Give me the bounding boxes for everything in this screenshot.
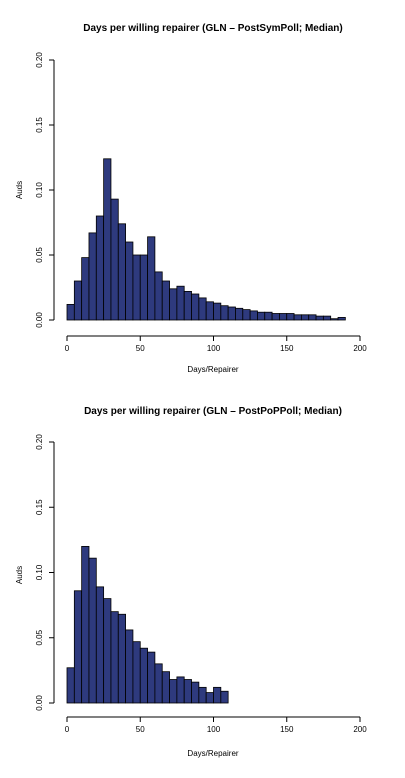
histogram-bar — [125, 629, 134, 704]
histogram-bar — [110, 198, 119, 321]
histogram-bar — [154, 271, 163, 321]
histogram-bar — [183, 290, 192, 321]
histogram-bar — [279, 313, 288, 321]
histogram-bar — [88, 232, 97, 321]
histogram-bar — [139, 254, 148, 321]
y-tick-label: 0.10 — [35, 182, 44, 198]
x-tick-label: 150 — [280, 725, 294, 734]
x-tick-label: 50 — [136, 725, 145, 734]
histogram-bar — [337, 316, 346, 321]
histogram-bar — [322, 315, 332, 321]
x-axis-label: Days/Repairer — [187, 749, 238, 758]
histogram-bar — [117, 223, 126, 321]
histogram-bar — [300, 314, 310, 321]
histogram-bar — [88, 557, 97, 704]
histogram-bar — [132, 254, 141, 321]
y-tick-label: 0.15 — [35, 499, 44, 515]
histogram-bar — [117, 613, 126, 704]
plot-area: 0 50 100 150 200 0.00 0.05 0.10 0.15 0.20 — [35, 52, 367, 353]
histogram-bar — [169, 288, 178, 321]
histogram-chart-bottom: Days per willing repairer (GLN – PostPoP… — [15, 406, 367, 758]
x-tick-label: 200 — [353, 725, 367, 734]
histogram-bar — [330, 318, 339, 321]
histogram-bar — [66, 667, 75, 704]
histogram-bar — [213, 302, 222, 321]
chart-title: Days per willing repairer (GLN – PostPoP… — [84, 406, 342, 417]
histogram-bar — [205, 692, 214, 704]
histogram-bar — [125, 241, 134, 321]
histogram-bar — [205, 301, 214, 321]
histogram-bar — [315, 315, 324, 321]
x-tick-label: 100 — [207, 344, 221, 353]
x-tick-label: 150 — [280, 344, 294, 353]
histogram-bar — [73, 280, 83, 321]
x-tick-label: 200 — [353, 344, 367, 353]
histogram-bar — [220, 690, 229, 704]
histogram-bar — [161, 671, 170, 704]
histogram-bar — [198, 297, 207, 321]
histogram-bar — [176, 676, 185, 704]
histogram-bar — [139, 647, 148, 704]
histogram-bar — [81, 545, 90, 704]
histogram-bar — [147, 651, 156, 704]
histogram-bar — [257, 311, 266, 321]
plot-area: 0 50 100 150 200 0.00 0.05 0.10 0.15 0.20 — [35, 434, 367, 734]
y-axis-label: Auds — [15, 566, 24, 584]
y-tick-label: 0.10 — [35, 564, 44, 580]
histogram-bar — [264, 311, 273, 321]
histogram-bar — [110, 611, 119, 704]
y-tick-label: 0.00 — [35, 312, 44, 328]
x-tick-label: 0 — [65, 725, 70, 734]
histogram-bar — [176, 285, 185, 321]
histogram-bar — [249, 310, 258, 321]
y-tick-label: 0.20 — [35, 434, 44, 450]
histogram-bar — [308, 314, 317, 321]
histogram-bar — [147, 236, 156, 321]
y-tick-label: 0.20 — [35, 52, 44, 68]
histogram-bar — [169, 679, 178, 704]
x-axis-label: Days/Repairer — [187, 365, 238, 374]
histogram-bar — [191, 293, 200, 321]
histogram-bar — [66, 303, 75, 321]
x-tick-label: 50 — [136, 344, 145, 353]
histogram-bar — [235, 307, 244, 321]
histogram-bar — [103, 158, 112, 321]
histogram-bar — [73, 590, 83, 704]
histogram-bar — [198, 686, 207, 704]
x-tick-label: 0 — [65, 344, 70, 353]
y-tick-label: 0.00 — [35, 695, 44, 711]
histogram-bar — [132, 641, 141, 704]
histogram-bar — [154, 663, 163, 704]
histogram-bar — [227, 306, 236, 321]
y-tick-label: 0.05 — [35, 247, 44, 263]
x-tick-label: 100 — [207, 725, 221, 734]
histogram-bar — [103, 598, 112, 704]
histogram-bar — [95, 586, 105, 704]
histogram-bar — [220, 305, 229, 321]
y-tick-label: 0.05 — [35, 629, 44, 645]
histogram-bar — [183, 679, 192, 704]
histogram-bar — [271, 313, 280, 321]
histogram-bar — [293, 314, 302, 321]
histogram-bar — [191, 681, 200, 704]
histogram-bar — [242, 309, 251, 321]
histogram-chart-top: Days per willing repairer (GLN – PostSym… — [15, 23, 367, 374]
histogram-bar — [286, 313, 295, 321]
histogram-bar — [161, 280, 170, 321]
histogram-bar — [81, 257, 90, 321]
chart-title: Days per willing repairer (GLN – PostSym… — [83, 23, 343, 34]
y-axis-label: Auds — [15, 181, 24, 199]
histogram-bar — [213, 686, 222, 704]
y-tick-label: 0.15 — [35, 117, 44, 133]
histogram-bar — [95, 215, 105, 321]
